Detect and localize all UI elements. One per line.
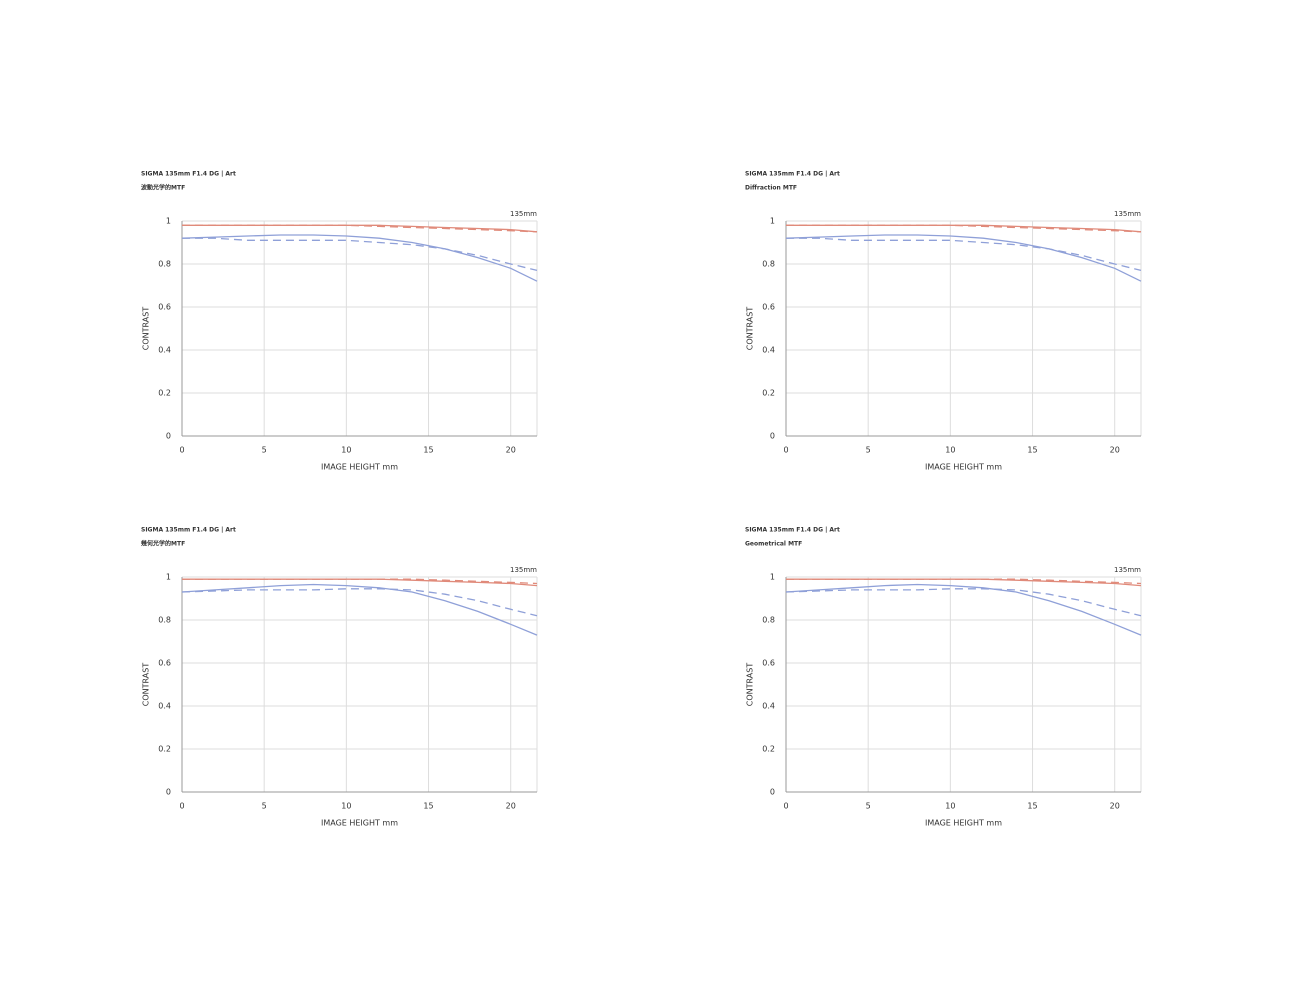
mtf-line [786,578,1142,585]
y-tick-label: 0.6 [762,303,775,312]
mtf-line [786,237,1142,272]
y-tick-label: 0.4 [762,346,775,355]
x-tick-label: 10 [945,802,955,811]
y-tick-label: 0.2 [158,745,171,754]
y-tick-label: 0.2 [762,389,775,398]
mtf-line [182,224,538,233]
mtf-line [786,224,1142,233]
annotation: 135mm [1114,566,1141,574]
chart: SIGMA 135mm F1.4 DG | Art Geometrical MTF… [745,527,1142,828]
y-tick-label: 0.6 [762,659,775,668]
y-axis-label: CONTRAST [142,307,151,351]
chart-title: SIGMA 135mm F1.4 DG | Art [745,527,840,534]
y-axis-label: CONTRAST [142,663,151,707]
x-tick-label: 5 [262,802,267,811]
x-tick-label: 15 [1027,446,1037,455]
x-tick-label: 15 [423,446,433,455]
chart: SIGMA 135mm F1.4 DG | Art波動光学的MTF135mm00… [141,171,538,472]
chart-title: SIGMA 135mm F1.4 DG | Art [141,171,236,178]
y-tick-label: 0.2 [762,745,775,754]
x-tick-label: 20 [1110,446,1120,455]
mtf-line [181,583,538,636]
mtf-line [785,234,1142,282]
mtf-line [785,583,1142,636]
y-tick-label: 0.6 [158,659,171,668]
y-tick-label: 0.8 [158,616,171,625]
x-tick-label: 10 [341,446,351,455]
x-tick-label: 0 [783,446,788,455]
chart-subtitle: 幾何光学的MTF [141,540,185,548]
y-tick-label: 0.8 [762,616,775,625]
x-tick-label: 0 [179,802,184,811]
mtf-line [182,237,538,272]
x-tick-label: 0 [179,446,184,455]
y-tick-label: 0 [166,788,171,797]
mtf-line [786,578,1142,587]
x-axis-label: IMAGE HEIGHT mm [925,463,1002,472]
x-tick-label: 10 [341,802,351,811]
y-axis-label: CONTRAST [746,307,755,351]
chart: SIGMA 135mm F1.4 DG | Art幾何光学的MTF135mm00… [141,527,538,828]
chart: SIGMA 135mm F1.4 DG | Art Diffraction MTF… [745,171,1142,472]
x-tick-label: 20 [1110,802,1120,811]
y-tick-label: 0 [166,432,171,441]
y-tick-label: 1 [770,217,775,226]
x-tick-label: 5 [866,802,871,811]
x-tick-label: 20 [506,802,516,811]
annotation: 135mm [1114,210,1141,218]
x-tick-label: 20 [506,446,516,455]
y-tick-label: 0.8 [158,260,171,269]
y-tick-label: 0 [770,432,775,441]
chart-subtitle: 波動光学的MTF [141,184,185,192]
y-tick-label: 1 [166,217,171,226]
mtf-line [181,234,538,282]
y-tick-label: 0.2 [158,389,171,398]
x-tick-label: 5 [262,446,267,455]
x-axis-label: IMAGE HEIGHT mm [321,463,398,472]
x-tick-label: 5 [866,446,871,455]
mtf-line [786,224,1142,233]
y-tick-label: 1 [770,573,775,582]
y-tick-label: 0.4 [158,702,171,711]
annotation: 135mm [510,566,537,574]
y-axis-label: CONTRAST [746,663,755,707]
mtf-line [785,588,1142,617]
y-tick-label: 0.4 [158,346,171,355]
y-tick-label: 1 [166,573,171,582]
x-tick-label: 15 [423,802,433,811]
mtf-line [182,224,538,233]
chart-title: SIGMA 135mm F1.4 DG | Art [141,527,236,534]
chart-subtitle: Diffraction MTF [745,185,797,192]
mtf-line [182,578,538,587]
x-tick-label: 15 [1027,802,1037,811]
y-tick-label: 0.6 [158,303,171,312]
x-tick-label: 10 [945,446,955,455]
y-tick-label: 0.8 [762,260,775,269]
x-axis-label: IMAGE HEIGHT mm [925,819,1002,828]
annotation: 135mm [510,210,537,218]
mtf-line [182,578,538,585]
y-tick-label: 0 [770,788,775,797]
y-tick-label: 0.4 [762,702,775,711]
chart-subtitle: Geometrical MTF [745,541,802,548]
x-tick-label: 0 [783,802,788,811]
chart-title: SIGMA 135mm F1.4 DG | Art [745,171,840,178]
mtf-line [181,588,538,617]
x-axis-label: IMAGE HEIGHT mm [321,819,398,828]
